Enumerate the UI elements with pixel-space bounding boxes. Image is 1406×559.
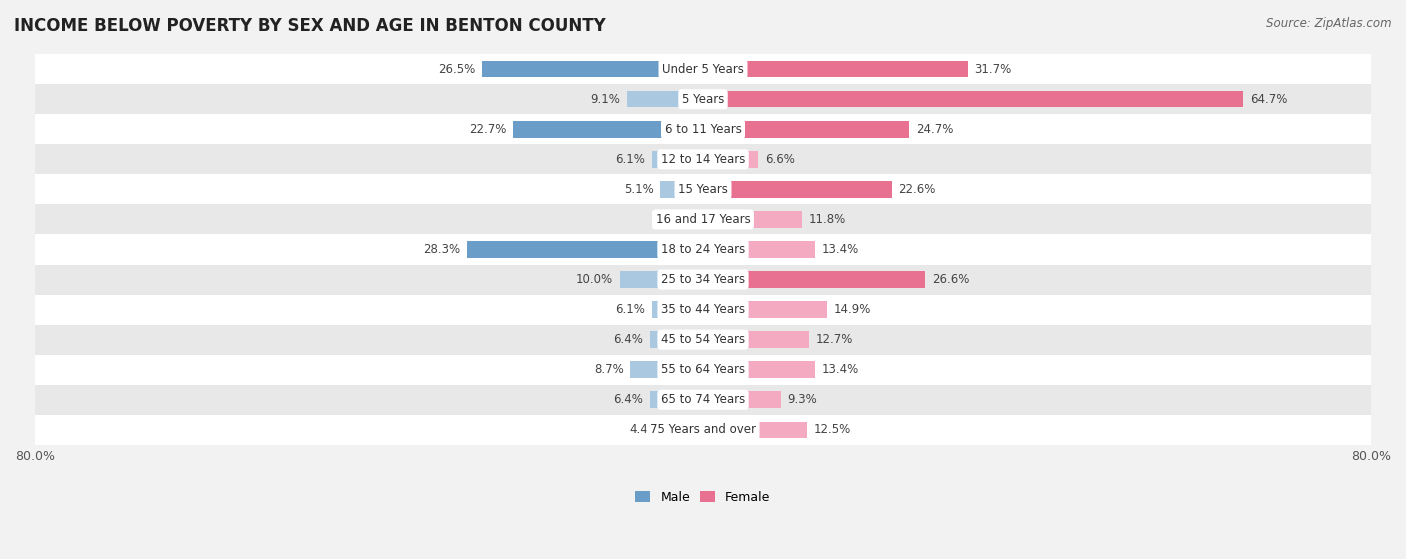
Text: 18 to 24 Years: 18 to 24 Years (661, 243, 745, 256)
Bar (35, 264, 1371, 295)
Bar (35, 385, 1371, 415)
Text: 6 to 11 Years: 6 to 11 Years (665, 123, 741, 136)
Bar (703, 211, 801, 228)
Bar (482, 61, 703, 77)
Text: 6.1%: 6.1% (616, 153, 645, 166)
Text: 25 to 34 Years: 25 to 34 Years (661, 273, 745, 286)
Text: 26.5%: 26.5% (437, 63, 475, 75)
Text: 64.7%: 64.7% (1250, 93, 1288, 106)
Text: INCOME BELOW POVERTY BY SEX AND AGE IN BENTON COUNTY: INCOME BELOW POVERTY BY SEX AND AGE IN B… (14, 17, 606, 35)
Bar (35, 415, 1371, 445)
Text: 14.9%: 14.9% (834, 303, 872, 316)
Bar (513, 121, 703, 138)
Bar (35, 114, 1371, 144)
Text: 28.3%: 28.3% (423, 243, 460, 256)
Text: 45 to 54 Years: 45 to 54 Years (661, 333, 745, 346)
Text: Under 5 Years: Under 5 Years (662, 63, 744, 75)
Bar (652, 301, 703, 318)
Bar (35, 325, 1371, 354)
Bar (703, 241, 815, 258)
Bar (35, 234, 1371, 264)
Text: Source: ZipAtlas.com: Source: ZipAtlas.com (1267, 17, 1392, 30)
Text: 5.1%: 5.1% (624, 183, 654, 196)
Text: 6.1%: 6.1% (616, 303, 645, 316)
Bar (650, 391, 703, 408)
Bar (703, 331, 808, 348)
Text: 10.0%: 10.0% (575, 273, 613, 286)
Bar (703, 362, 815, 378)
Bar (35, 54, 1371, 84)
Bar (35, 354, 1371, 385)
Text: 22.6%: 22.6% (898, 183, 936, 196)
Bar (35, 144, 1371, 174)
Text: 5 Years: 5 Years (682, 93, 724, 106)
Bar (703, 271, 925, 288)
Text: 15 Years: 15 Years (678, 183, 728, 196)
Bar (703, 391, 780, 408)
Bar (35, 84, 1371, 114)
Text: 65 to 74 Years: 65 to 74 Years (661, 393, 745, 406)
Text: 12.7%: 12.7% (815, 333, 853, 346)
Text: 35 to 44 Years: 35 to 44 Years (661, 303, 745, 316)
Bar (650, 331, 703, 348)
Bar (627, 91, 703, 107)
Bar (661, 181, 703, 198)
Bar (620, 271, 703, 288)
Bar (666, 421, 703, 438)
Bar (703, 61, 967, 77)
Text: 11.8%: 11.8% (808, 213, 845, 226)
Text: 6.4%: 6.4% (613, 393, 643, 406)
Bar (703, 181, 891, 198)
Text: 26.6%: 26.6% (932, 273, 969, 286)
Bar (35, 295, 1371, 325)
Bar (703, 421, 807, 438)
Bar (652, 151, 703, 168)
Bar (35, 205, 1371, 234)
Bar (703, 301, 827, 318)
Bar (703, 91, 1243, 107)
Text: 22.7%: 22.7% (470, 123, 506, 136)
Text: 6.6%: 6.6% (765, 153, 794, 166)
Text: 75 Years and over: 75 Years and over (650, 423, 756, 436)
Text: 6.4%: 6.4% (613, 333, 643, 346)
Text: 4.4%: 4.4% (630, 423, 659, 436)
Legend: Male, Female: Male, Female (630, 486, 776, 509)
Bar (630, 362, 703, 378)
Text: 8.7%: 8.7% (593, 363, 624, 376)
Text: 55 to 64 Years: 55 to 64 Years (661, 363, 745, 376)
Text: 24.7%: 24.7% (915, 123, 953, 136)
Bar (467, 241, 703, 258)
Text: 16 and 17 Years: 16 and 17 Years (655, 213, 751, 226)
Text: 12.5%: 12.5% (814, 423, 851, 436)
Bar (35, 174, 1371, 205)
Text: 12 to 14 Years: 12 to 14 Years (661, 153, 745, 166)
Bar (703, 151, 758, 168)
Text: 9.1%: 9.1% (591, 93, 620, 106)
Text: 0.0%: 0.0% (666, 213, 696, 226)
Text: 9.3%: 9.3% (787, 393, 817, 406)
Text: 31.7%: 31.7% (974, 63, 1012, 75)
Bar (703, 121, 910, 138)
Text: 13.4%: 13.4% (821, 243, 859, 256)
Text: 13.4%: 13.4% (821, 363, 859, 376)
